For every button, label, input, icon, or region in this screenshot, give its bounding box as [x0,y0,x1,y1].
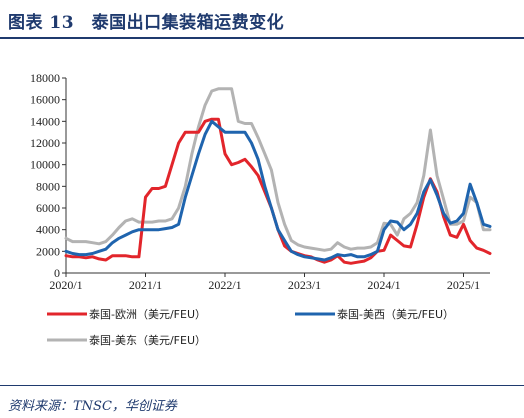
footer-divider [0,385,524,386]
y-tick-label: 12000 [30,136,60,150]
line-chart: 0 2000 4000 6000 8000 10000 12000 14000 16000 180… [30,71,492,347]
y-tick-label: 14000 [30,114,60,128]
y-tick-label: 18000 [30,71,60,85]
series-line-0 [64,117,492,265]
x-tick-label: 2020/1 [49,278,82,292]
legend-label-0: 泰国-欧洲（美元/FEU） [89,307,206,321]
y-tick-label: 16000 [30,93,60,107]
y-tick-label: 8000 [36,179,60,193]
y-tick-label: 6000 [36,201,60,215]
series-line-1 [64,119,492,262]
x-tick-label: 2024/1 [367,278,400,292]
x-tick-label: 2023/1 [288,278,321,292]
source-note: 资料来源：TNSC，华创证券 [8,399,177,414]
y-tick-label: 10000 [30,158,60,172]
legend-label-1: 泰国-美西（美元/FEU） [337,307,454,321]
x-tick-label: 2025/1 [447,278,480,292]
chart-title: 图表 13 泰国出口集装箱运费变化 [8,13,285,33]
series-line-2 [64,87,492,252]
y-tick-label: 2000 [36,244,60,258]
title-divider [0,37,524,39]
y-tick-label: 0 [54,266,60,280]
x-tick-label: 2022/1 [208,278,241,292]
x-tick-label: 2021/1 [129,278,162,292]
y-tick-label: 4000 [36,223,60,237]
legend-label-2: 泰国-美东（美元/FEU） [89,333,206,347]
